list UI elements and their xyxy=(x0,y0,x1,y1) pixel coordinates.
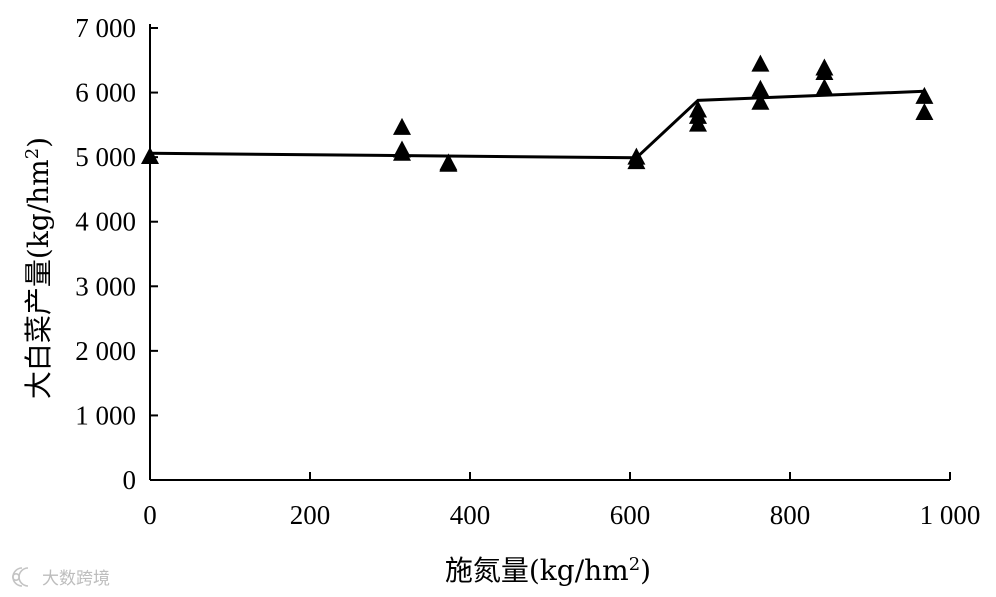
watermark: 大数跨境 xyxy=(12,567,110,589)
watermark-text: 大数跨境 xyxy=(42,569,110,589)
y-tick-label: 2 000 xyxy=(75,336,136,366)
y-tick-label: 3 000 xyxy=(75,271,136,301)
y-axis-ticks: 0 1 000 2 000 3 000 4 000 5 000 6 000 7 000 xyxy=(75,13,158,495)
x-tick-label: 1 000 xyxy=(920,500,981,530)
data-point-triangle xyxy=(627,152,646,170)
data-point-triangle xyxy=(689,114,707,132)
y-tick-label: 7 000 xyxy=(75,13,136,43)
data-point-triangle xyxy=(751,79,770,97)
x-tick-label: 0 xyxy=(143,500,157,530)
x-tick-label: 800 xyxy=(770,500,811,530)
data-point-triangle xyxy=(915,103,934,121)
watermark-logo-icon xyxy=(12,567,29,587)
data-point-triangle xyxy=(439,154,458,172)
x-tick-label: 600 xyxy=(610,500,651,530)
y-tick-label: 4 000 xyxy=(75,207,136,237)
data-points xyxy=(141,54,934,172)
y-axis-title: 大白菜产量(kg/hm2) xyxy=(22,137,55,399)
data-point-triangle xyxy=(751,54,770,72)
data-point-triangle xyxy=(815,63,834,80)
x-axis-ticks: 0 200 400 600 800 1 000 xyxy=(143,472,980,530)
data-point-triangle xyxy=(815,78,834,96)
x-axis-title: 施氮量(kg/hm2) xyxy=(445,554,651,587)
y-tick-label: 0 xyxy=(123,465,137,495)
data-point-triangle xyxy=(393,143,411,161)
x-tick-label: 400 xyxy=(450,500,491,530)
data-point-triangle xyxy=(141,146,159,164)
data-point-triangle xyxy=(393,117,411,135)
y-tick-label: 5 000 xyxy=(75,142,136,172)
y-tick-label: 6 000 xyxy=(75,78,136,108)
fit-line xyxy=(149,89,925,160)
data-point-triangle xyxy=(751,92,770,110)
data-point-triangle xyxy=(915,86,934,104)
y-tick-label: 1 000 xyxy=(75,400,136,430)
x-tick-label: 200 xyxy=(290,500,331,530)
